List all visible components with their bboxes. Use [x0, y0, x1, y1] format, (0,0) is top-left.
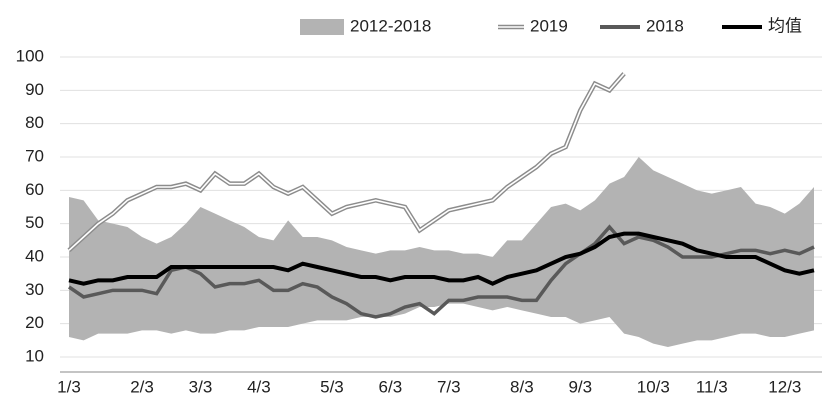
y-tick-label: 20 — [25, 313, 44, 332]
x-tick-label: 2/3 — [130, 377, 154, 396]
x-tick-label: 5/3 — [320, 377, 344, 396]
x-tick-label: 12/3 — [768, 377, 801, 396]
legend-label: 均值 — [768, 16, 802, 35]
x-tick-label: 4/3 — [247, 377, 271, 396]
legend-label: 2019 — [530, 16, 568, 35]
series-line — [68, 224, 815, 319]
y-tick-label: 30 — [25, 280, 44, 299]
x-tick-label: 11/3 — [696, 377, 728, 396]
y-tick-label: 90 — [25, 80, 44, 99]
y-tick-label: 70 — [25, 146, 44, 165]
series-line — [68, 73, 625, 251]
x-tick-label: 10/3 — [637, 377, 670, 396]
legend-swatch — [300, 19, 344, 35]
y-tick-label: 80 — [25, 113, 44, 132]
legend-label: 2012-2018 — [350, 16, 431, 35]
legend-label: 2018 — [646, 16, 684, 35]
x-tick-label: 6/3 — [379, 377, 403, 396]
x-tick-label: 8/3 — [510, 377, 534, 396]
y-tick-label: 10 — [25, 346, 44, 365]
x-tick-label: 7/3 — [437, 377, 461, 396]
x-tick-label: 9/3 — [568, 377, 592, 396]
series-line — [68, 231, 815, 286]
range-area — [69, 157, 814, 347]
y-tick-label: 40 — [25, 246, 44, 265]
x-tick-label: 1/3 — [57, 377, 81, 396]
y-tick-label: 50 — [25, 213, 44, 232]
y-tick-label: 100 — [16, 46, 44, 65]
x-tick-label: 3/3 — [189, 377, 213, 396]
y-tick-label: 60 — [25, 180, 44, 199]
